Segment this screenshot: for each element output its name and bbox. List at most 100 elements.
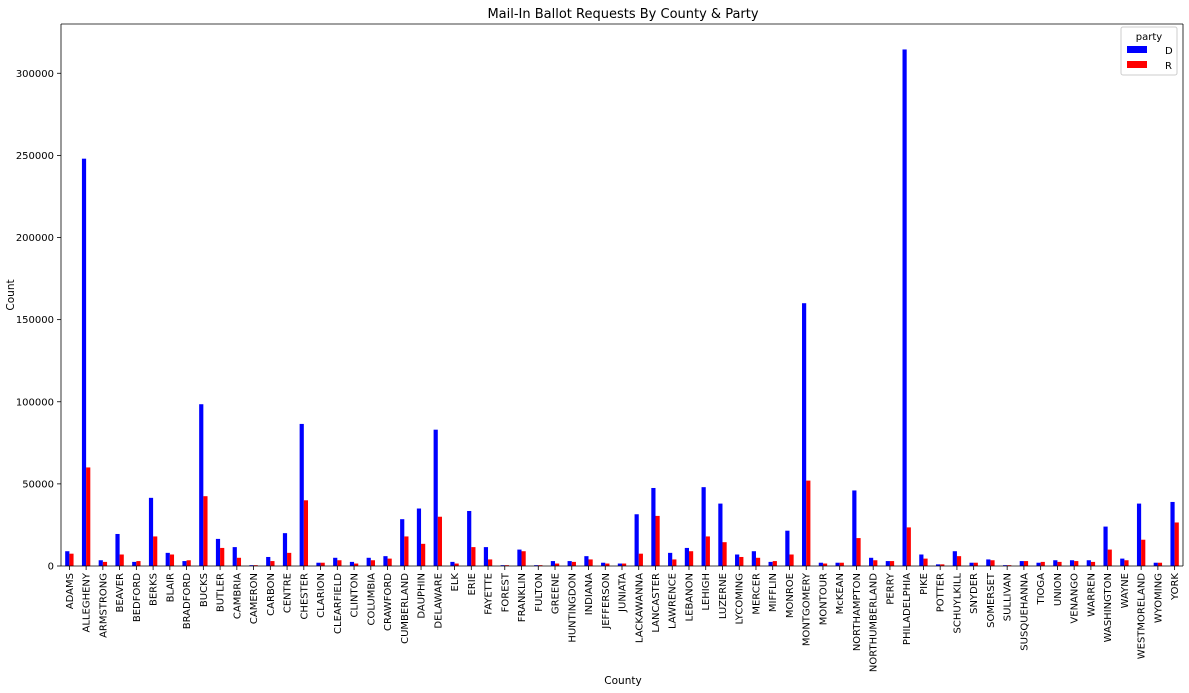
- x-tick-label: YORK: [1170, 573, 1181, 601]
- bar-r-philadelphia: [906, 527, 911, 566]
- x-tick-label: CARBON: [266, 573, 277, 616]
- x-tick-label: CUMBERLAND: [400, 573, 411, 644]
- bar-d-lycoming: [735, 554, 740, 566]
- bar-d-carbon: [266, 556, 271, 566]
- bar-d-butler: [215, 538, 221, 566]
- x-tick-label: NORTHAMPTON: [852, 573, 863, 651]
- bar-r-washington: [1107, 549, 1112, 566]
- bar-r-erie: [471, 547, 476, 566]
- bar-d-blair: [165, 552, 170, 566]
- bar-r-blair: [169, 554, 175, 566]
- x-tick-label: DELAWARE: [433, 573, 444, 629]
- x-tick-label: MIFFLIN: [768, 573, 779, 612]
- x-tick-label: BEDFORD: [132, 573, 143, 622]
- x-tick-label: COLUMBIA: [366, 573, 377, 626]
- bar-d-mckean: [835, 562, 840, 566]
- bar-d-susquehanna: [1019, 561, 1024, 566]
- bar-r-chester: [303, 500, 309, 566]
- bar-r-potter: [940, 564, 945, 566]
- bar-d-westmoreland: [1136, 503, 1142, 566]
- bar-r-bucks: [203, 496, 208, 566]
- x-tick-label: ARMSTRONG: [98, 573, 109, 638]
- x-tick-label: LYCOMING: [735, 573, 746, 624]
- bar-r-lawrence: [672, 559, 677, 566]
- y-tick-label: 200000: [16, 233, 54, 244]
- bar-r-jefferson: [605, 563, 610, 566]
- bar-d-armstrong: [98, 560, 103, 566]
- x-tick-label: WAYNE: [1120, 573, 1131, 608]
- x-tick-label: SNYDER: [969, 573, 980, 614]
- bar-d-warren: [1086, 560, 1091, 566]
- bar-d-clarion: [316, 562, 321, 566]
- bar-d-mifflin: [768, 561, 773, 566]
- legend-label-r: R: [1165, 61, 1172, 72]
- x-tick-label: PHILADELPHIA: [902, 573, 913, 645]
- bar-d-elk: [450, 561, 455, 566]
- x-tick-label: CRAWFORD: [383, 573, 394, 631]
- x-tick-label: DAUPHIN: [417, 573, 428, 619]
- bar-d-juniata: [617, 563, 622, 566]
- bar-d-lehigh: [701, 487, 706, 566]
- bar-d-snyder: [969, 562, 974, 566]
- bar-d-huntingdon: [567, 561, 572, 566]
- bar-r-indiana: [588, 559, 593, 566]
- bar-d-delaware: [433, 429, 438, 566]
- bar-r-adams: [69, 553, 74, 566]
- bar-d-adams: [65, 551, 70, 566]
- legend-label-d: D: [1165, 46, 1173, 57]
- bar-d-bedford: [132, 561, 137, 566]
- bar-d-mercer: [751, 551, 756, 566]
- bar-r-greene: [555, 563, 560, 566]
- bar-d-erie: [467, 510, 472, 566]
- bar-d-lebanon: [684, 547, 689, 566]
- x-tick-label: PERRY: [885, 572, 896, 605]
- bar-r-perry: [889, 561, 895, 566]
- x-tick-label: WESTMORELAND: [1137, 573, 1148, 660]
- legend-title: party: [1136, 32, 1163, 43]
- bar-r-wayne: [1124, 560, 1129, 566]
- bar-r-clearfield: [337, 560, 342, 566]
- y-axis-label: Count: [5, 279, 17, 310]
- x-tick-label: CLINTON: [350, 573, 361, 617]
- bar-d-bradford: [182, 561, 187, 566]
- bar-r-york: [1174, 522, 1179, 566]
- x-tick-label: BUTLER: [216, 573, 227, 612]
- bar-d-allegheny: [81, 158, 87, 566]
- bar-d-lancaster: [651, 487, 656, 566]
- x-tick-label: HUNTINGDON: [567, 573, 578, 643]
- x-tick-label: MONTGOMERY: [802, 572, 813, 646]
- bar-r-bradford: [186, 560, 191, 566]
- bar-d-jefferson: [601, 562, 606, 566]
- bar-d-montour: [818, 562, 823, 566]
- bar-r-columbia: [370, 560, 375, 566]
- x-tick-label: INDIANA: [584, 573, 595, 615]
- x-tick-label: SUSQUEHANNA: [1019, 573, 1030, 651]
- bar-r-beaver: [119, 554, 124, 566]
- bar-r-lancaster: [655, 515, 660, 566]
- bar-d-northampton: [852, 490, 857, 566]
- x-tick-label: ADAMS: [65, 573, 76, 609]
- bar-r-franklin: [521, 551, 526, 566]
- x-tick-label: TIOGA: [1036, 573, 1047, 606]
- bar-d-wyoming: [1153, 562, 1158, 566]
- x-tick-label: BLAIR: [165, 573, 176, 602]
- x-axis-label: County: [604, 675, 641, 687]
- bar-r-northampton: [856, 538, 861, 566]
- x-tick-label: LUZERNE: [718, 573, 729, 619]
- x-tick-label: MONROE: [785, 573, 796, 618]
- bar-r-lackawanna: [638, 553, 643, 566]
- bar-d-fayette: [483, 547, 489, 566]
- bar-r-huntingdon: [571, 561, 576, 566]
- bar-d-clearfield: [333, 557, 338, 566]
- bar-r-forest: [504, 565, 509, 566]
- bar-r-northumberland: [873, 560, 878, 566]
- x-tick-label: VENANGO: [1070, 573, 1081, 624]
- x-tick-label: CAMBRIA: [232, 573, 243, 619]
- bar-r-clarion: [320, 562, 325, 566]
- y-tick-label: 300000: [16, 69, 54, 80]
- bar-r-clinton: [354, 563, 359, 566]
- bar-d-clinton: [349, 561, 355, 566]
- x-tick-label: CENTRE: [283, 573, 294, 613]
- bar-r-somerset: [990, 560, 995, 566]
- chart-title: Mail-In Ballot Requests By County & Part…: [487, 7, 758, 22]
